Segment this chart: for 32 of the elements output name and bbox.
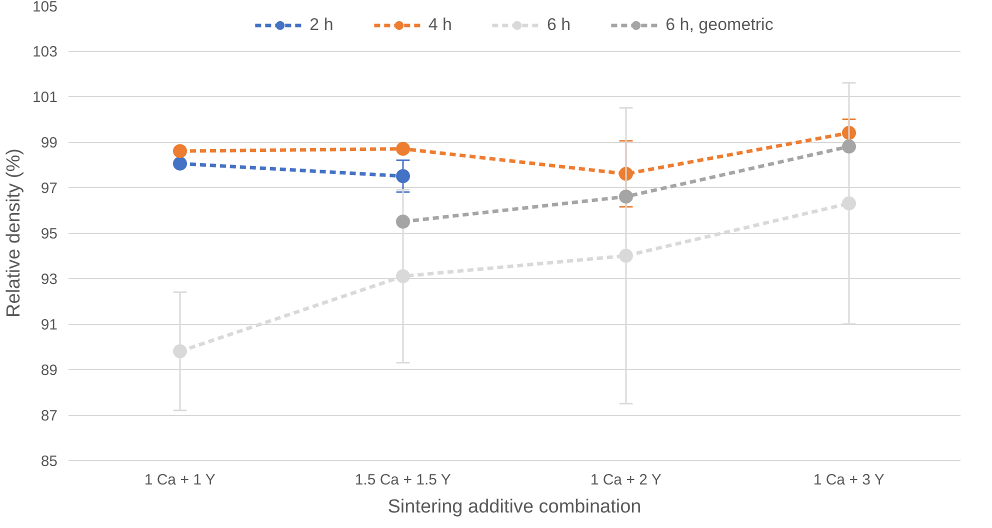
y-tick-label: 101 bbox=[32, 89, 58, 106]
point bbox=[396, 214, 410, 229]
legend-label: 2 h bbox=[310, 15, 334, 35]
legend-label: 6 h bbox=[546, 15, 571, 35]
point bbox=[842, 140, 856, 154]
y-axis-title: Relative density (%) bbox=[3, 148, 24, 318]
point bbox=[619, 248, 633, 263]
y-tick-label: 103 bbox=[32, 44, 58, 60]
point bbox=[173, 144, 187, 158]
y-tick-label: 85 bbox=[40, 453, 58, 470]
legend-label: 6 h, geometric bbox=[666, 15, 774, 35]
y-tick-label: 87 bbox=[40, 408, 58, 424]
x-tick-label: 1 Ca + 2 Y bbox=[590, 472, 662, 488]
point bbox=[619, 190, 633, 204]
x-tick-label: 1 Ca + 1 Y bbox=[144, 472, 216, 488]
x-axis-title: Sintering additive combination bbox=[388, 496, 642, 518]
point bbox=[396, 142, 410, 156]
point bbox=[396, 269, 410, 284]
y-tick-label: 105 bbox=[32, 0, 58, 16]
y-tick-label: 97 bbox=[40, 180, 58, 197]
point bbox=[396, 169, 410, 184]
y-tick-label: 95 bbox=[40, 226, 58, 242]
y-tick-label: 93 bbox=[40, 271, 58, 288]
point bbox=[173, 344, 187, 358]
point bbox=[173, 156, 187, 171]
legend-label: 4 h bbox=[428, 15, 452, 35]
y-tick-label: 99 bbox=[40, 134, 58, 152]
y-tick-label: 91 bbox=[40, 316, 58, 334]
y-tick-label: 89 bbox=[40, 362, 58, 379]
point bbox=[842, 196, 856, 210]
x-tick-label: 1.5 Ca + 1.5 Y bbox=[354, 472, 451, 488]
x-tick-label: 1 Ca + 3 Y bbox=[813, 472, 884, 488]
